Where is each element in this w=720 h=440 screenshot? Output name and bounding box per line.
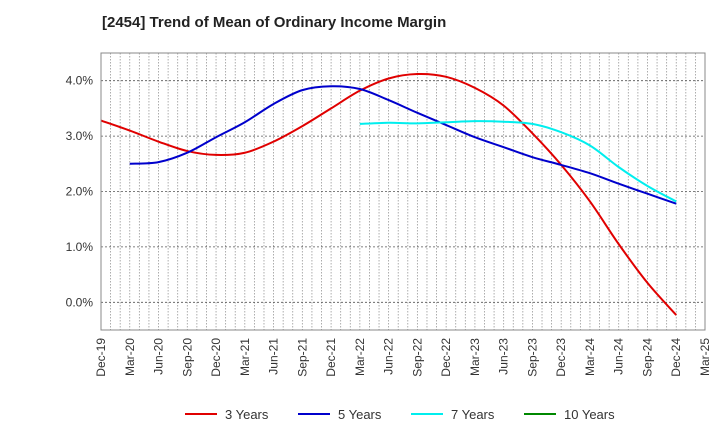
x-tick-labels: Dec-19 Mar-20 Jun-20 Sep-20 Dec-20 Mar-21 Jun-… xyxy=(94,338,712,377)
legend-label-10-years: 10 Years xyxy=(564,407,615,422)
x-tick-label: Jun-22 xyxy=(382,338,396,375)
x-tick-label: Sep-21 xyxy=(295,338,309,377)
x-tick-label: Jun-21 xyxy=(267,338,281,375)
x-tick-label: Mar-20 xyxy=(123,338,137,376)
x-tick-label: Jun-24 xyxy=(612,338,626,375)
series-line-7-years xyxy=(359,120,677,203)
x-tick-label: Mar-24 xyxy=(583,338,597,376)
y-tick-label: 1.0% xyxy=(66,240,94,254)
x-tick-label: Sep-23 xyxy=(525,338,539,377)
x-tick-label: Mar-25 xyxy=(698,338,712,376)
x-tick-label: Dec-20 xyxy=(209,338,223,377)
y-tick-label: 3.0% xyxy=(66,129,94,143)
series-lines xyxy=(100,72,677,316)
x-tick-label: Dec-24 xyxy=(669,338,683,377)
chart-title: [2454] Trend of Mean of Ordinary Income … xyxy=(102,14,447,31)
legend-label-7-years: 7 Years xyxy=(451,407,495,422)
plot-border xyxy=(100,52,706,331)
y-tick-labels: 0.0% 1.0% 2.0% 3.0% 4.0% xyxy=(66,74,94,310)
x-tick-label: Mar-22 xyxy=(353,338,367,376)
y-tick-label: 2.0% xyxy=(66,185,94,199)
grid-lines xyxy=(101,53,705,330)
y-tick-label: 4.0% xyxy=(66,74,94,88)
y-tick-label: 0.0% xyxy=(66,295,94,309)
x-tick-label: Sep-24 xyxy=(640,338,654,377)
x-tick-label: Sep-22 xyxy=(410,338,424,377)
x-tick-label: Dec-19 xyxy=(94,338,108,377)
x-tick-label: Jun-23 xyxy=(497,338,511,375)
x-tick-label: Mar-23 xyxy=(468,338,482,376)
legend: 3 Years 5 Years 7 Years 10 Years xyxy=(185,407,615,422)
x-tick-label: Sep-20 xyxy=(180,338,194,377)
series-line-5-years xyxy=(129,85,677,205)
legend-label-3-years: 3 Years xyxy=(225,407,269,422)
x-tick-label: Dec-22 xyxy=(439,338,453,377)
x-tick-label: Mar-21 xyxy=(238,338,252,376)
x-tick-label: Dec-21 xyxy=(324,338,338,377)
legend-label-5-years: 5 Years xyxy=(338,407,382,422)
x-tick-label: Jun-20 xyxy=(152,338,166,375)
x-tick-label: Dec-23 xyxy=(554,338,568,377)
series-line-3-years xyxy=(100,72,677,316)
